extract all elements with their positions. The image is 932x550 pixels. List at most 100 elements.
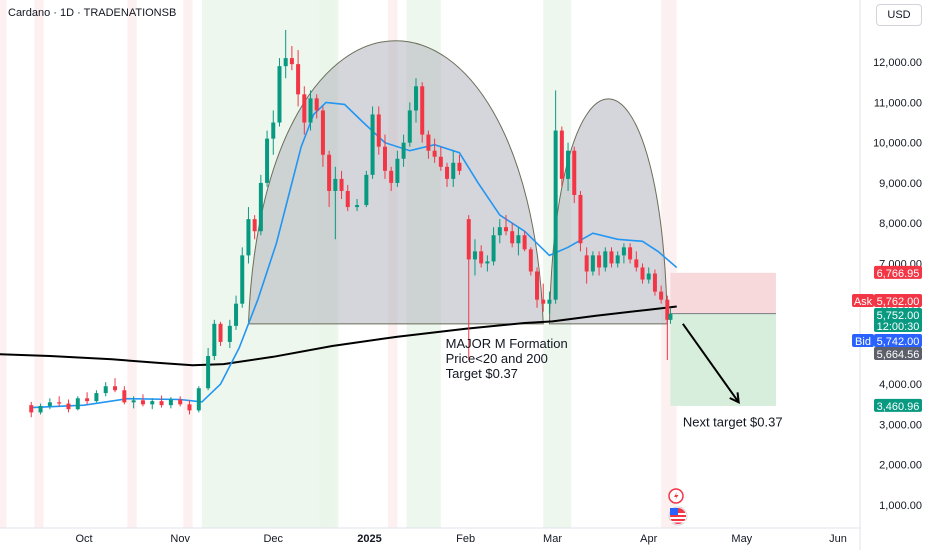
target-zone — [670, 313, 776, 406]
y-tick-label: 9,000.00 — [879, 178, 922, 190]
x-tick-label: Feb — [456, 533, 475, 545]
flash-icon[interactable] — [668, 488, 684, 504]
arrow-shaft — [682, 323, 740, 403]
time-axis[interactable]: Oct Nov Dec 2025 Feb Mar Apr May Jun — [75, 533, 846, 545]
price-tag-bg — [874, 294, 922, 307]
candle — [491, 227, 496, 266]
candle-body — [665, 299, 670, 320]
price-tag-label: 5,762.00 — [877, 296, 920, 308]
candle-body — [535, 271, 540, 300]
candle — [131, 396, 136, 409]
candle — [66, 399, 71, 413]
candle-body — [296, 64, 301, 95]
price-axis[interactable]: 1,000.002,000.003,000.004,000.005,000.00… — [873, 57, 922, 512]
x-tick-label: Oct — [75, 533, 92, 545]
x-tick-label: Nov — [170, 533, 190, 545]
candle-body — [240, 255, 245, 304]
candle-body — [47, 402, 52, 406]
candle — [528, 247, 533, 276]
candle — [420, 82, 425, 143]
price-tag-label: 5,664.56 — [877, 349, 920, 361]
candle — [652, 269, 657, 296]
candle — [122, 386, 127, 405]
candle-body — [426, 134, 431, 151]
candle — [258, 174, 263, 236]
m-arc — [548, 98, 668, 325]
candle — [382, 134, 387, 179]
candle-body — [218, 323, 223, 342]
candle-body — [522, 235, 527, 250]
candle — [665, 295, 670, 361]
candle — [497, 219, 502, 244]
currency-selector[interactable]: USD — [876, 4, 922, 26]
candle-body — [66, 403, 71, 410]
candle-body — [438, 156, 443, 167]
candle-body — [339, 178, 344, 191]
candle-body — [547, 299, 552, 304]
candle-body — [252, 219, 257, 232]
candle — [345, 184, 350, 212]
candle-body — [634, 259, 639, 268]
position-zones — [670, 272, 776, 406]
candle — [659, 285, 664, 304]
x-tick-label: Apr — [640, 533, 657, 545]
candle-body — [559, 130, 564, 179]
price-tag-label: 5,752.00 — [877, 310, 920, 322]
candle — [479, 245, 484, 268]
candle-body — [320, 110, 325, 155]
candle — [314, 94, 319, 119]
formation-note-line: Price<20 and 200 — [446, 351, 548, 366]
candle — [196, 386, 201, 413]
candle-body — [258, 182, 263, 232]
candle — [320, 106, 325, 167]
candle-body — [168, 399, 173, 406]
candle — [485, 255, 490, 272]
candle-body — [196, 388, 201, 411]
candle — [308, 90, 313, 131]
candle — [609, 247, 614, 268]
candle — [395, 150, 400, 187]
candle-body — [389, 170, 394, 183]
candle — [621, 243, 626, 264]
candle-body — [491, 235, 496, 262]
candle — [113, 378, 118, 393]
candle-body — [609, 251, 614, 264]
candle-body — [485, 261, 490, 264]
price-tag-prefix-bg — [852, 294, 874, 307]
candle-body — [528, 249, 533, 272]
candle-body — [566, 150, 571, 179]
session-band — [34, 0, 44, 528]
candle — [289, 46, 294, 71]
candle-body — [541, 299, 546, 304]
candle — [94, 390, 99, 403]
x-tick-label: Mar — [543, 533, 562, 545]
candle-body — [414, 86, 419, 111]
price-tag-label: 5,742.00 — [877, 336, 920, 348]
next-target-note: Next target $0.37 — [683, 414, 783, 429]
candle — [212, 319, 217, 361]
candle — [339, 170, 344, 200]
session-band — [183, 0, 193, 528]
target-arrow — [682, 323, 740, 405]
candle — [503, 215, 508, 236]
candle — [271, 110, 276, 155]
candle — [559, 126, 564, 187]
price-tag-bg — [874, 308, 922, 332]
sma20-path — [31, 101, 678, 409]
candle-body — [466, 219, 471, 260]
candle-body — [355, 205, 360, 208]
candle-body — [578, 194, 583, 244]
us-flag-icon[interactable] — [668, 506, 688, 526]
price-tag: 6,766.95 — [874, 265, 922, 280]
candle — [572, 146, 577, 204]
candle — [634, 251, 639, 272]
candle — [103, 382, 108, 397]
candle — [218, 321, 223, 346]
candle-body — [187, 404, 192, 411]
y-tick-label: 1,000.00 — [879, 500, 922, 512]
price-tag: 5,664.56 — [874, 347, 922, 361]
candle-body — [94, 393, 99, 402]
candle-body — [29, 405, 34, 413]
